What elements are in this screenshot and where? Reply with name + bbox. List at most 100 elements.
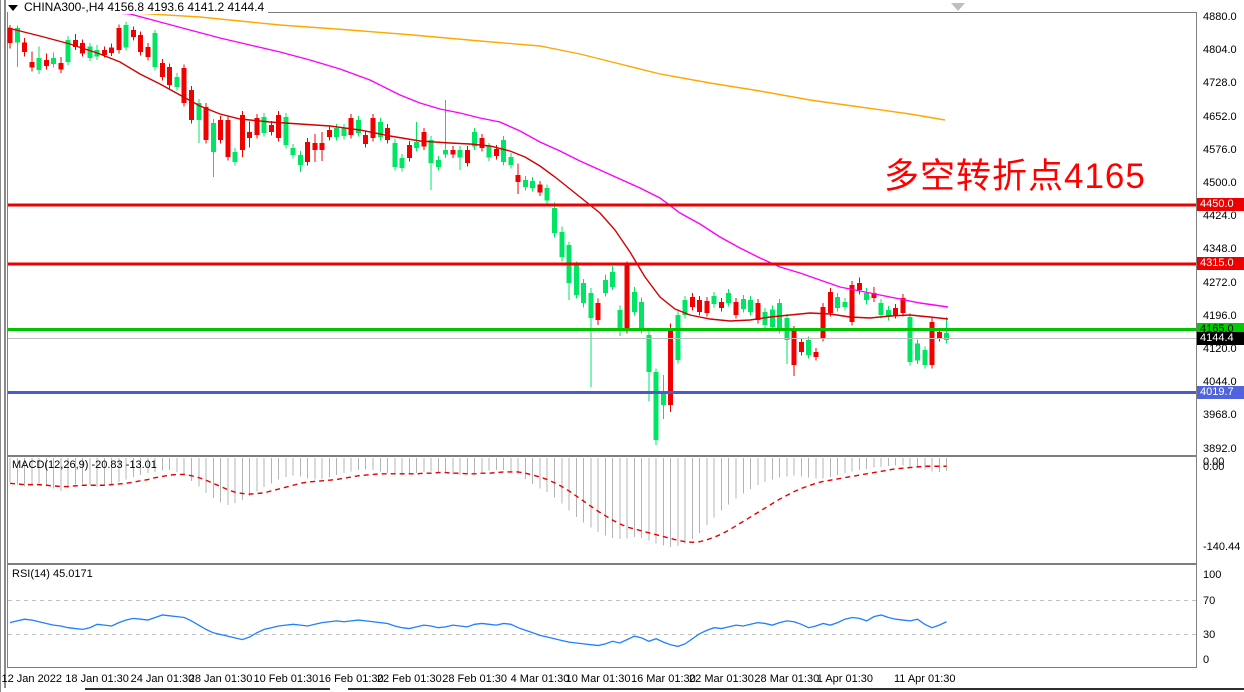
candle-body (443, 149, 449, 155)
candle-body (72, 40, 78, 48)
time-tick-label: 10 Mar 01:30 (565, 673, 631, 685)
candle-body (130, 30, 136, 38)
ma-magenta (102, 12, 949, 308)
candle-body (138, 34, 144, 52)
candle-body (922, 350, 928, 366)
candle-body (675, 314, 681, 360)
candle-body (813, 351, 819, 357)
candle-body (544, 188, 550, 201)
candle-body (820, 307, 826, 339)
time-tick-label: 12 Jan 2022 (1, 673, 63, 685)
candle-body (646, 334, 652, 373)
chart-shift-marker-icon[interactable] (951, 3, 965, 11)
candle-body (334, 127, 340, 138)
candle-body (842, 301, 848, 308)
price-tick-label: 3968.0 (1203, 409, 1237, 422)
price-tick-label: 4348.0 (1203, 243, 1237, 256)
window-left-edge-inner (4, 0, 6, 688)
candle-body (283, 117, 289, 145)
rsi-canvas[interactable] (7, 564, 1196, 667)
candle-body (159, 62, 165, 77)
symbol-dropdown-icon[interactable] (8, 4, 18, 11)
time-tick-label: 11 Apr 01:30 (893, 673, 956, 685)
price-axis[interactable]: 4880.0 4804.0 4728.0 4652.0 4576.0 4500.0 4424… (0, 0, 1244, 455)
candle-body (152, 33, 158, 67)
price-tick-label: 3892.0 (1203, 442, 1237, 455)
candle-body (581, 282, 587, 304)
candle-body (639, 301, 645, 331)
candle-body (856, 282, 862, 290)
candle-body (610, 272, 616, 287)
time-tick-label: 24 Jan 01:30 (130, 673, 195, 685)
ma-orange (116, 12, 946, 121)
macd-tick-label: 0.00 (1203, 461, 1225, 473)
candle-body (225, 120, 231, 157)
candle-body (595, 303, 601, 321)
candle-body (907, 317, 913, 363)
candle-body (878, 303, 884, 315)
price-tick-label: 4044.0 (1203, 376, 1237, 389)
macd-tick-label: -140.44 (1203, 541, 1241, 553)
candle-body (617, 310, 623, 331)
time-axis[interactable]: 12 Jan 2022 18 Jan 01:30 24 Jan 01:30 28 Ja… (0, 20, 1244, 685)
macd-canvas[interactable] (7, 456, 1196, 563)
rsi-indicator-label: RSI(14) 45.0171 (12, 568, 93, 580)
candle-body (363, 134, 369, 145)
candle-body (827, 292, 833, 314)
candle-body (537, 184, 543, 193)
candle-body (929, 321, 935, 366)
candle-body (276, 114, 282, 138)
rsi-pane[interactable] (7, 564, 1197, 668)
candle-body (65, 40, 71, 62)
time-tick-label: 1 Apr 01:30 (816, 673, 874, 685)
price-tick-label: 4804.0 (1203, 44, 1237, 57)
candle-body (479, 137, 485, 149)
candle-body (167, 66, 173, 86)
candle-body (7, 27, 13, 44)
candle-body (515, 175, 521, 183)
bottom-window-edge (348, 688, 1244, 690)
candle-body (718, 301, 724, 308)
rsi-tick-label: 0 (1203, 654, 1210, 666)
candle-body (806, 340, 812, 356)
candle-body (247, 131, 253, 138)
candle-body (239, 114, 245, 150)
price-chart-canvas[interactable] (7, 12, 1196, 455)
macd-tick-label: 0.00 (1203, 456, 1225, 468)
time-tick-label: 28 Mar 01:30 (754, 673, 820, 685)
candle-body (196, 103, 202, 121)
price-tick-label: 4728.0 (1203, 77, 1237, 90)
time-tick-label: 4 Mar 01:30 (510, 673, 570, 685)
candle-body (123, 24, 129, 48)
price-tick-label: 4424.0 (1203, 210, 1237, 223)
time-tick-label: 10 Feb 01:30 (253, 673, 319, 685)
candle-body (232, 151, 238, 163)
candle-body (493, 148, 499, 156)
price-tick-label: 4500.0 (1203, 176, 1237, 189)
candle-body (116, 27, 122, 51)
candle-body (290, 148, 296, 156)
candle-body (392, 142, 398, 167)
macd-pane[interactable] (7, 456, 1197, 564)
candle-body (305, 141, 311, 163)
time-tick-label: 22 Feb 01:30 (376, 673, 442, 685)
candle-body (791, 330, 797, 366)
candle-body (370, 117, 376, 138)
price-tick-label: 4652.0 (1203, 110, 1237, 123)
candle-body (522, 179, 528, 187)
candle-body (486, 146, 492, 158)
candle-body (653, 372, 659, 440)
candle-body (43, 59, 49, 66)
candle-body (835, 296, 841, 308)
candle-body (210, 123, 216, 152)
candle-body (501, 140, 507, 163)
macd-indicator-label: MACD(12,26,9) -20.83 -13.01 (12, 459, 157, 471)
candle-body (755, 303, 761, 321)
candle-body (14, 27, 20, 43)
chart-title-bar: CHINA300-,H4 4156.8 4193.6 4141.2 4144.4 (8, 1, 269, 14)
price-badge-4450.0: 4450.0 (1197, 198, 1244, 212)
candle-body (871, 293, 877, 298)
candle-body (726, 293, 732, 304)
price-pane[interactable] (7, 12, 1197, 456)
